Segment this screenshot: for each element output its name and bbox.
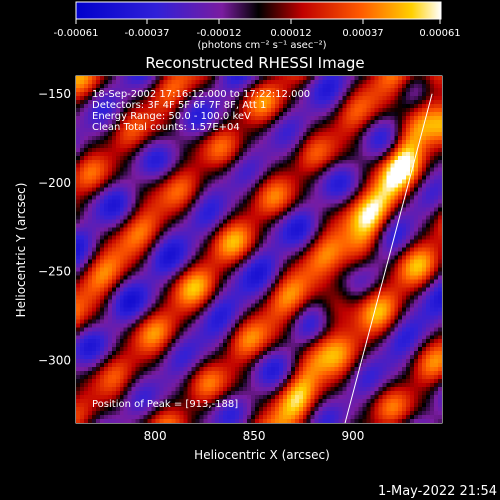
annotation-time: 18-Sep-2002 17:16:12.000 to 17:22:12.000: [92, 89, 310, 100]
colorbar: [75, 1, 442, 20]
colorbar-tick-label: -0.00037: [125, 28, 170, 39]
y-tick-label: −200: [38, 176, 71, 190]
colorbar-tick-label: 0.00037: [342, 28, 383, 39]
y-tick-label: −250: [38, 265, 71, 279]
chart-title: Reconstructed RHESSI Image: [145, 54, 364, 72]
x-axis-label: Heliocentric X (arcsec): [194, 448, 330, 462]
colorbar-label: (photons cm⁻² s⁻¹ asec⁻²): [197, 40, 326, 51]
y-tick-label: −300: [38, 354, 71, 368]
colorbar-tick-label: -0.00012: [197, 28, 242, 39]
colorbar-ticks: -0.00061 -0.00037 -0.00012 0.00012 0.00037 0.…: [54, 19, 461, 39]
colorbar-tick-label: 0.00012: [270, 28, 311, 39]
annotation-clean: Clean Total counts: 1.57E+04: [92, 122, 240, 133]
peak-position-label: Position of Peak = [913,-188]: [92, 399, 238, 410]
x-tick-label: 800: [144, 429, 167, 443]
y-tick-label: −150: [38, 87, 71, 101]
timestamp: 1-May-2022 21:54: [378, 484, 497, 499]
y-axis: −150 −200 −250 −300: [38, 75, 442, 415]
heatmap-image: [76, 76, 442, 423]
colorbar-tick-label: 0.00061: [419, 28, 460, 39]
colorbar-tick-label: -0.00061: [54, 28, 99, 39]
x-tick-label: 900: [342, 429, 365, 443]
annotation-energy: Energy Range: 50.0 - 100.0 keV: [92, 111, 251, 122]
solar-limb-line: [344, 93, 433, 424]
annotation-detectors: Detectors: 3F 4F 5F 6F 7F 8F, Att 1: [92, 100, 266, 111]
y-axis-label: Heliocentric Y (arcsec): [14, 183, 28, 318]
x-tick-label: 850: [243, 429, 266, 443]
